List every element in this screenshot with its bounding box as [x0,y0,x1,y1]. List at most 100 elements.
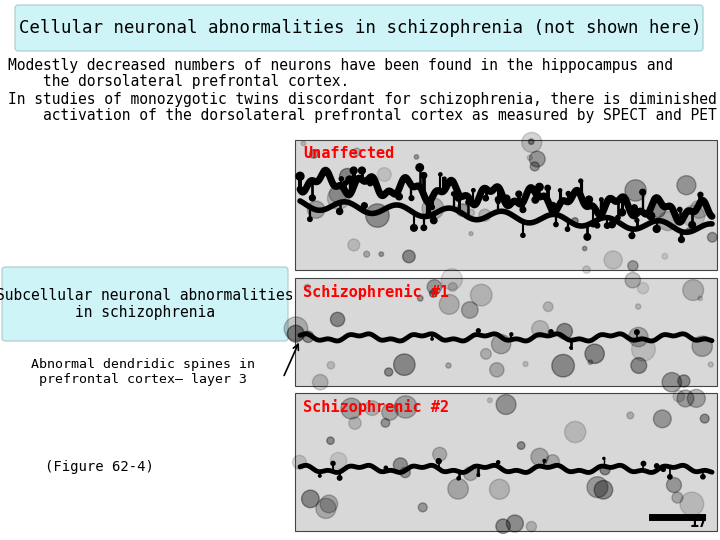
Circle shape [661,467,665,471]
Circle shape [302,490,319,508]
Circle shape [318,475,321,477]
Circle shape [708,362,714,367]
Circle shape [431,217,437,224]
Circle shape [451,192,456,196]
Circle shape [579,179,582,183]
Circle shape [477,474,480,476]
Circle shape [637,282,649,294]
Text: Unaffected: Unaffected [303,146,395,161]
Circle shape [395,396,417,418]
Circle shape [631,205,637,211]
Circle shape [464,467,477,481]
Text: Subcellular neuronal abnormalities
in schizophrenia: Subcellular neuronal abnormalities in sc… [0,288,294,320]
Circle shape [582,246,587,251]
Circle shape [676,219,680,223]
Circle shape [346,176,353,183]
Circle shape [396,193,402,200]
Circle shape [456,204,469,216]
Circle shape [449,282,457,292]
Circle shape [600,206,604,209]
Circle shape [582,266,590,273]
Circle shape [530,162,539,171]
Circle shape [336,208,343,214]
Circle shape [470,284,492,306]
Circle shape [433,447,446,461]
Circle shape [438,173,442,176]
Circle shape [528,139,534,144]
Circle shape [629,233,635,239]
Circle shape [490,363,504,377]
Circle shape [674,213,678,217]
Circle shape [384,368,392,376]
Text: (Figure 62-4): (Figure 62-4) [45,460,154,474]
Bar [295,278,717,386]
Circle shape [585,196,593,203]
Circle shape [609,221,616,228]
Circle shape [364,251,369,257]
Circle shape [662,373,682,392]
Circle shape [640,190,645,195]
Circle shape [307,217,312,221]
Text: Abnormal dendridic spines in
prefrontal cortex– layer 3: Abnormal dendridic spines in prefrontal … [31,358,255,386]
Circle shape [529,151,545,167]
Circle shape [552,354,575,377]
Circle shape [642,461,646,466]
Circle shape [469,232,473,235]
Circle shape [549,202,556,209]
Circle shape [339,177,343,181]
Circle shape [603,457,605,460]
Circle shape [678,237,684,242]
Circle shape [686,228,691,233]
Bar [295,140,717,270]
Circle shape [518,442,525,449]
Circle shape [506,515,523,532]
Circle shape [662,253,667,259]
Circle shape [673,390,685,402]
Circle shape [629,327,648,347]
Circle shape [416,164,423,171]
Circle shape [479,209,491,221]
Circle shape [487,398,492,403]
Circle shape [698,192,703,197]
Circle shape [410,225,418,231]
Circle shape [564,421,586,443]
Circle shape [490,480,510,500]
Circle shape [430,290,437,297]
Text: Schizophrenic #2: Schizophrenic #2 [303,399,449,415]
Circle shape [516,191,522,197]
Circle shape [689,221,696,228]
Text: Modestly decreased numbers of neurons have been found in the hippocampus and: Modestly decreased numbers of neurons ha… [8,58,673,73]
Circle shape [418,295,423,301]
Circle shape [312,375,328,390]
Circle shape [348,239,360,251]
Circle shape [544,302,553,312]
Circle shape [384,466,387,470]
Circle shape [570,347,572,349]
Circle shape [361,202,367,208]
Circle shape [566,192,570,195]
Circle shape [549,330,553,334]
Circle shape [353,148,361,156]
Circle shape [443,177,446,180]
Circle shape [654,464,659,468]
Circle shape [320,495,338,512]
Circle shape [426,213,431,217]
Circle shape [422,198,444,219]
Circle shape [400,467,410,477]
Circle shape [701,414,709,423]
Circle shape [672,492,683,503]
Circle shape [554,222,558,227]
Circle shape [654,410,671,428]
Circle shape [310,150,318,158]
FancyBboxPatch shape [15,5,703,51]
Circle shape [330,453,347,469]
Circle shape [520,207,526,213]
Circle shape [292,455,306,469]
Circle shape [495,197,501,202]
Circle shape [584,234,590,240]
Circle shape [393,458,408,472]
Circle shape [635,218,639,222]
Circle shape [627,412,634,419]
Circle shape [287,325,304,342]
Circle shape [616,215,620,220]
